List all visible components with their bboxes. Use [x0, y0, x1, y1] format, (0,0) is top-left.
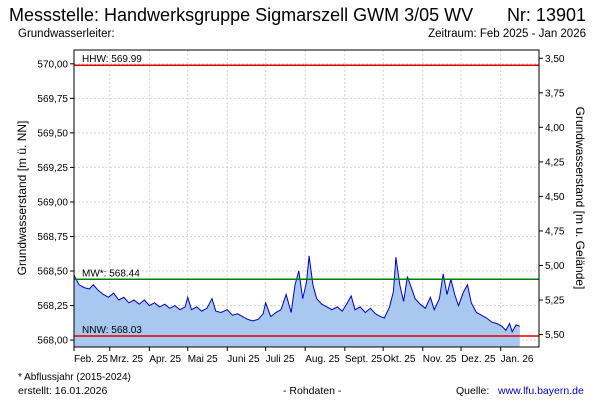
station-number: Nr: 13901: [506, 5, 586, 25]
y2-tick-label: 4,00: [545, 123, 565, 134]
page-title: Messstelle: Handwerksgruppe Sigmarszell …: [9, 5, 474, 25]
x-tick-label: Aug. 25: [305, 354, 340, 365]
y-tick-label: 568,00: [37, 336, 68, 347]
source-label: Quelle:: [456, 385, 490, 397]
footnote: * Abflussjahr (2015-2024): [18, 372, 131, 383]
x-tick-label: Apr. 25: [149, 354, 181, 365]
series-line: [73, 255, 520, 334]
y-tick-label: 569,50: [37, 128, 68, 139]
x-axis: Feb. 25 Mrz. 25 Apr. 25 Mai 25 Juni 25 Juli 2…: [73, 347, 534, 365]
period-label: Zeitraum: Feb 2025 - Jan 2026: [428, 28, 586, 40]
reference-line-label: HHW: 569.99: [82, 54, 142, 65]
y2-tick-label: 4,75: [545, 226, 565, 237]
y2-axis-title: Grundwasserstand [m u. Gelände]: [573, 107, 587, 290]
x-tick-label: Dez. 25: [461, 354, 496, 365]
x-tick-label: Juli 25: [266, 354, 295, 365]
y-tick-label: 569,75: [37, 94, 68, 105]
aquifer-label: Grundwasserleiter:: [18, 28, 115, 40]
y-tick-label: 569,00: [37, 197, 68, 208]
reference-line-label: MW*: 568.44: [82, 268, 140, 279]
y-tick-label: 570,00: [37, 59, 68, 70]
reference-line-label: NNW: 568.03: [82, 325, 142, 336]
y2-tick-label: 3,75: [545, 88, 565, 99]
y2-tick-label: 5,50: [545, 330, 565, 341]
y-axis-left: 568,00 568,25 568,50 568,75 569,00 569,25 569,…: [37, 59, 74, 347]
x-tick-label: Feb. 25: [74, 354, 108, 365]
x-tick-label: Mai 25: [188, 354, 218, 365]
source-link[interactable]: www.lfu.bayern.de: [498, 385, 584, 397]
y-axis-right: 3,50 3,75 4,00 4,25 4,50 4,75 5,00 5,25 5,50: [539, 54, 565, 341]
y-tick-label: 568,25: [37, 301, 68, 312]
series-area: [74, 255, 520, 347]
x-tick-label: Nov. 25: [423, 354, 457, 365]
y2-tick-label: 5,00: [545, 261, 565, 272]
y-axis-title: Grundwasserstand [m ü. NN]: [15, 121, 29, 276]
plot-frame: [73, 49, 540, 348]
y-tick-label: 568,50: [37, 267, 68, 278]
y-tick-label: 569,25: [37, 163, 68, 174]
y2-tick-label: 5,25: [545, 296, 565, 307]
y-tick-label: 568,75: [37, 232, 68, 243]
raw-data-note: - Rohdaten -: [283, 385, 342, 397]
x-tick-label: Sept. 25: [345, 354, 383, 365]
y2-tick-label: 3,50: [545, 54, 565, 65]
x-tick-label: Mrz. 25: [110, 354, 144, 365]
y2-tick-label: 4,50: [545, 192, 565, 203]
x-tick-label: Okt. 25: [383, 354, 416, 365]
created-date: erstellt: 16.01.2026: [18, 385, 108, 397]
x-tick-label: Juni 25: [227, 354, 260, 365]
x-tick-label: Jan. 26: [501, 354, 534, 365]
reference-lines: HHW: 569.99 MW*: 568.44 NNW: 568.03: [74, 54, 539, 337]
y2-tick-label: 4,25: [545, 157, 565, 168]
